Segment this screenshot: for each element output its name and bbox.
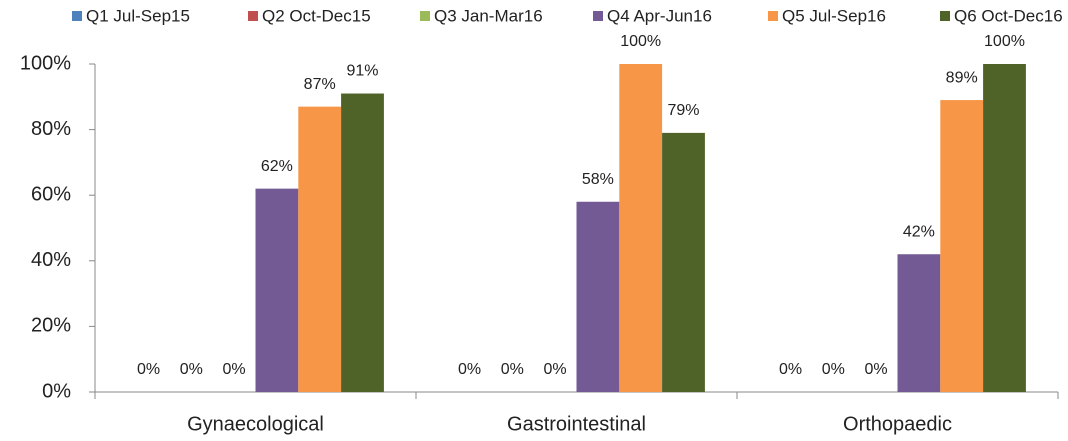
value-label: 89% [946,69,978,86]
legend-label: Q3 Jan-Mar16 [434,6,543,25]
value-label: 0% [544,361,567,378]
legend-label: Q5 Jul-Sep16 [782,6,886,25]
legend-swatch [768,11,778,21]
x-tick-label: Gynaecological [187,413,324,435]
value-label: 0% [137,361,160,378]
legend-label: Q4 Apr-Jun16 [607,6,712,25]
legend-label: Q1 Jul-Sep15 [86,6,190,25]
value-label: 0% [865,361,888,378]
value-label: 100% [620,33,661,50]
bar [255,188,299,392]
bar [576,201,620,392]
bar [662,132,705,392]
legend-swatch [72,11,82,21]
legend-swatch [940,11,950,21]
value-label: 100% [984,33,1025,50]
value-label: 62% [261,158,293,175]
value-label: 0% [180,361,203,378]
y-tick-label: 40% [31,249,71,271]
value-label: 0% [223,361,246,378]
bar [897,254,941,392]
value-label: 91% [346,63,378,80]
legend-swatch [593,11,603,21]
value-label: 0% [501,361,524,378]
y-tick-label: 100% [20,52,71,74]
bar [298,106,342,392]
legend-label: Q6 Oct-Dec16 [954,6,1063,25]
y-tick-label: 60% [31,183,71,205]
bar [983,64,1026,392]
value-label: 0% [822,361,845,378]
y-tick-label: 20% [31,315,71,337]
legend-label: Q2 Oct-Dec15 [262,6,371,25]
y-tick-label: 80% [31,118,71,140]
value-label: 58% [582,171,614,188]
x-tick-label: Orthopaedic [843,413,952,435]
value-label: 0% [779,361,802,378]
bar [940,100,984,392]
x-tick-label: Gastrointestinal [507,413,646,435]
value-label: 0% [458,361,481,378]
value-label: 79% [667,102,699,119]
bar [619,64,663,392]
value-label: 42% [903,223,935,240]
legend-swatch [248,11,258,21]
value-label: 87% [304,76,336,93]
legend-swatch [420,11,430,21]
y-tick-label: 0% [42,380,71,402]
bar [341,93,384,393]
